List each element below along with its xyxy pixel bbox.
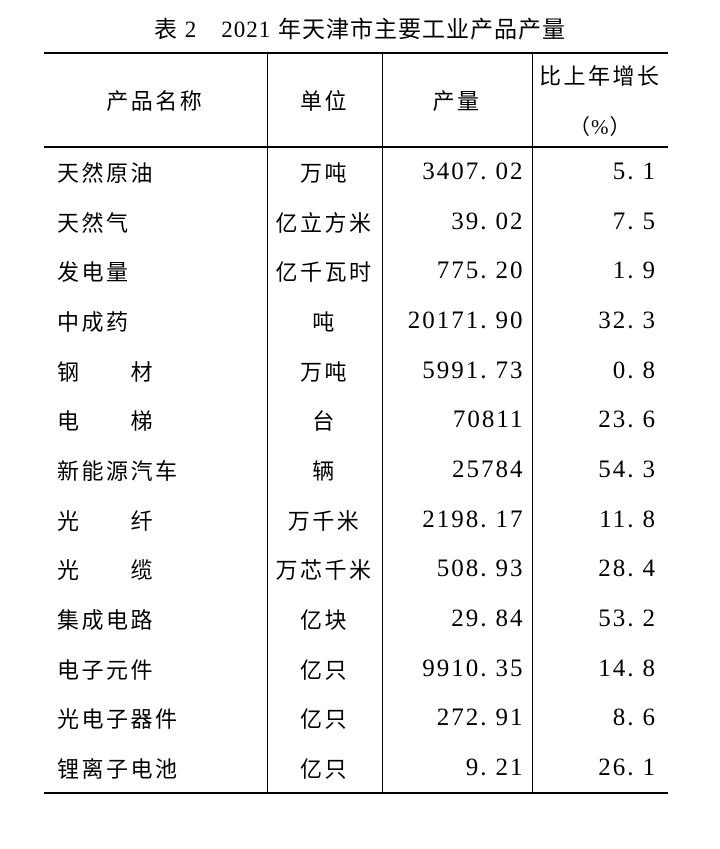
unit-cell: 亿立方米 [266,196,382,247]
unit-cell: 亿只 [266,643,382,694]
product-name-cell: 锂离子电池 [57,756,180,782]
growth-cell: 8. 6 [531,693,668,744]
unit-cell: 万芯千米 [266,544,382,595]
output-cell: 20171. 90 [381,296,532,346]
output-cell: 775. 20 [381,246,532,297]
output-cell: 2198. 17 [381,494,532,545]
product-name-cell: 钢 材 [57,359,156,385]
growth-cell: 0. 8 [531,345,668,396]
header-product-name: 产品名称 [106,89,205,114]
output-cell: 5991. 73 [381,345,532,396]
growth-cell: 1. 9 [531,246,668,297]
product-name-cell: 新能源汽车 [57,458,180,484]
industrial-output-table: 产品名称 单位 产量 比上年增长 （%） 天然原油 万吨 3407. 02 5.… [44,52,668,794]
unit-cell: 万吨 [266,345,382,396]
header-unit: 单位 [266,53,382,147]
output-cell: 39. 02 [381,196,532,247]
output-cell: 272. 91 [381,693,532,744]
header-output: 产量 [381,53,532,147]
product-name-cell: 发电量 [57,260,131,286]
table-row: 光电子器件 亿只 272. 91 8. 6 [44,693,668,744]
growth-cell: 53. 2 [531,594,668,644]
product-name-cell: 光 缆 [57,558,156,584]
output-cell: 25784 [381,445,532,495]
output-cell: 9. 21 [381,743,532,793]
growth-cell: 14. 8 [531,643,668,694]
product-name-cell: 天然气 [57,210,131,236]
product-name-cell: 光 纤 [57,508,156,534]
output-cell: 29. 84 [381,594,532,644]
unit-cell: 亿块 [266,594,382,644]
product-name-cell: 天然原油 [57,161,156,187]
header-growth-label: 比上年增长 [538,64,662,89]
table-body: 天然原油 万吨 3407. 02 5. 1 天然气 亿立方米 39. 02 7.… [44,147,668,793]
table-row: 电子元件 亿只 9910. 35 14. 8 [44,643,668,694]
table-row: 天然原油 万吨 3407. 02 5. 1 [44,147,668,197]
unit-cell: 吨 [266,296,382,346]
growth-cell: 32. 3 [531,296,668,346]
table-row: 光 缆 万芯千米 508. 93 28. 4 [44,544,668,595]
growth-cell: 54. 3 [531,445,668,495]
table-row: 钢 材 万吨 5991. 73 0. 8 [44,345,668,396]
table-row: 发电量 亿千瓦时 775. 20 1. 9 [44,246,668,297]
growth-cell: 5. 1 [531,147,668,197]
unit-cell: 亿只 [266,743,382,793]
growth-cell: 23. 6 [531,395,668,446]
growth-cell: 11. 8 [531,494,668,545]
output-cell: 508. 93 [381,544,532,595]
unit-cell: 万千米 [266,494,382,545]
table-header: 产品名称 单位 产量 比上年增长 （%） [44,53,668,147]
document-page: { "document": { "title": "表 2 2021 年天津市主… [0,16,720,849]
product-name-cell: 电 梯 [57,409,156,435]
unit-cell: 台 [266,395,382,446]
table-row: 新能源汽车 辆 25784 54. 3 [44,445,668,495]
output-cell: 70811 [381,395,532,446]
output-cell: 3407. 02 [381,147,532,197]
growth-cell: 28. 4 [531,544,668,595]
growth-cell: 26. 1 [531,743,668,793]
unit-cell: 亿只 [266,693,382,744]
table-row: 天然气 亿立方米 39. 02 7. 5 [44,196,668,247]
unit-cell: 亿千瓦时 [266,246,382,297]
product-name-cell: 光电子器件 [57,707,180,733]
unit-cell: 万吨 [266,147,382,197]
header-growth: 比上年增长 （%） [531,53,668,147]
header-row: 产品名称 单位 产量 比上年增长 （%） [44,53,668,147]
table-row: 锂离子电池 亿只 9. 21 26. 1 [44,743,668,793]
table-row: 中成药 吨 20171. 90 32. 3 [44,296,668,346]
header-growth-percent: （%） [569,115,632,139]
growth-cell: 7. 5 [531,196,668,247]
product-name-cell: 电子元件 [57,657,156,683]
unit-cell: 辆 [266,445,382,495]
table-row: 光 纤 万千米 2198. 17 11. 8 [44,494,668,545]
table-row: 集成电路 亿块 29. 84 53. 2 [44,594,668,644]
table-row: 电 梯 台 70811 23. 6 [44,395,668,446]
product-name-cell: 中成药 [57,309,131,335]
output-cell: 9910. 35 [381,643,532,694]
page-title: 表 2 2021 年天津市主要工业产品产量 [154,17,566,42]
product-name-cell: 集成电路 [57,608,156,634]
